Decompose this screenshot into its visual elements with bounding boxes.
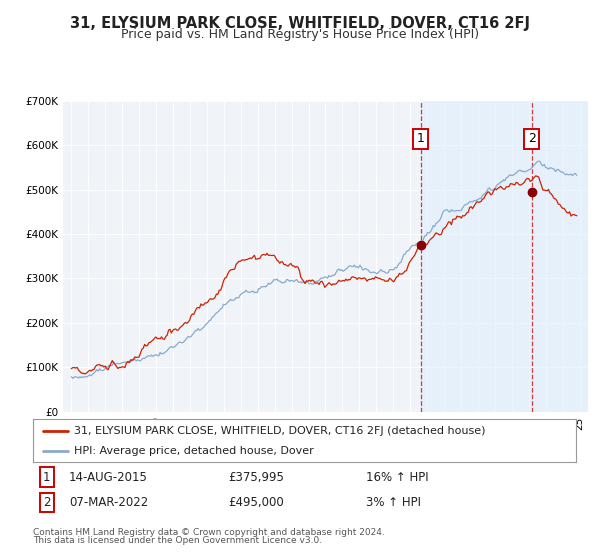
Text: 2: 2 [528, 132, 536, 145]
Text: HPI: Average price, detached house, Dover: HPI: Average price, detached house, Dove… [74, 446, 313, 456]
Text: 07-MAR-2022: 07-MAR-2022 [69, 496, 148, 509]
Text: Contains HM Land Registry data © Crown copyright and database right 2024.: Contains HM Land Registry data © Crown c… [33, 528, 385, 536]
Text: 31, ELYSIUM PARK CLOSE, WHITFIELD, DOVER, CT16 2FJ (detached house): 31, ELYSIUM PARK CLOSE, WHITFIELD, DOVER… [74, 426, 485, 436]
Text: 2: 2 [43, 496, 50, 509]
Text: 3% ↑ HPI: 3% ↑ HPI [366, 496, 421, 509]
Bar [421, 101, 588, 412]
Text: 14-AUG-2015: 14-AUG-2015 [69, 470, 148, 484]
Text: 31, ELYSIUM PARK CLOSE, WHITFIELD, DOVER, CT16 2FJ: 31, ELYSIUM PARK CLOSE, WHITFIELD, DOVER… [70, 16, 530, 31]
Text: £495,000: £495,000 [228, 496, 284, 509]
Text: 1: 1 [43, 470, 50, 484]
Text: £375,995: £375,995 [228, 470, 284, 484]
Text: 1: 1 [417, 132, 425, 145]
Text: Price paid vs. HM Land Registry's House Price Index (HPI): Price paid vs. HM Land Registry's House … [121, 28, 479, 41]
Text: This data is licensed under the Open Government Licence v3.0.: This data is licensed under the Open Gov… [33, 536, 322, 545]
Text: 16% ↑ HPI: 16% ↑ HPI [366, 470, 428, 484]
